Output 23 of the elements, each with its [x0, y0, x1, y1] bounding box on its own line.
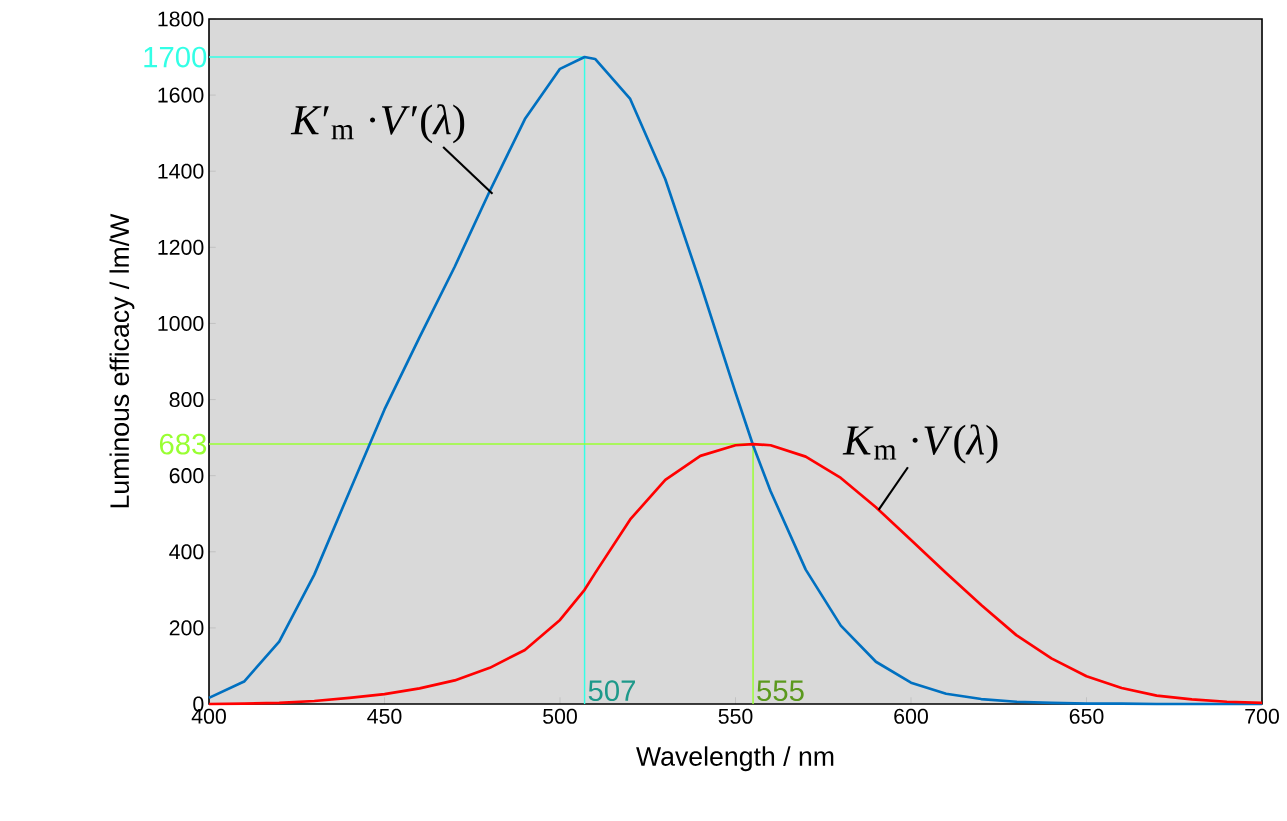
y-tick-label: 1600: [158, 87, 204, 103]
ref-line-label: 507: [588, 680, 635, 702]
x-tick-label: 600: [894, 708, 928, 724]
ref-line-label: 683: [159, 433, 207, 455]
y-tick-label: 400: [169, 544, 204, 560]
x-tick-label: 550: [718, 708, 753, 724]
x-tick-label: 700: [1245, 708, 1279, 724]
annotation: K′$_{m}$ ·V′(λ): [290, 104, 465, 144]
x-tick-label: 500: [543, 708, 577, 724]
y-tick-label: 1800: [158, 11, 204, 27]
ref-line-label: 555: [757, 680, 804, 702]
y-tick-label: 600: [169, 468, 204, 484]
y-tick-label: 800: [169, 392, 204, 408]
x-tick-label: 650: [1069, 708, 1104, 724]
y-tick-label: 1200: [158, 239, 204, 255]
y-tick-label: 1400: [158, 163, 204, 179]
x-tick-label: 450: [367, 708, 402, 724]
ref-line-label: 1700: [144, 46, 207, 68]
y-axis-title: Luminous efficacy / lm/W: [109, 213, 135, 508]
x-axis-title: Wavelength / nm: [636, 746, 834, 772]
y-tick-label: 200: [169, 620, 204, 636]
annotation: K$_{m}$ ·V(λ): [842, 424, 998, 464]
y-tick-label: 1000: [158, 315, 204, 331]
